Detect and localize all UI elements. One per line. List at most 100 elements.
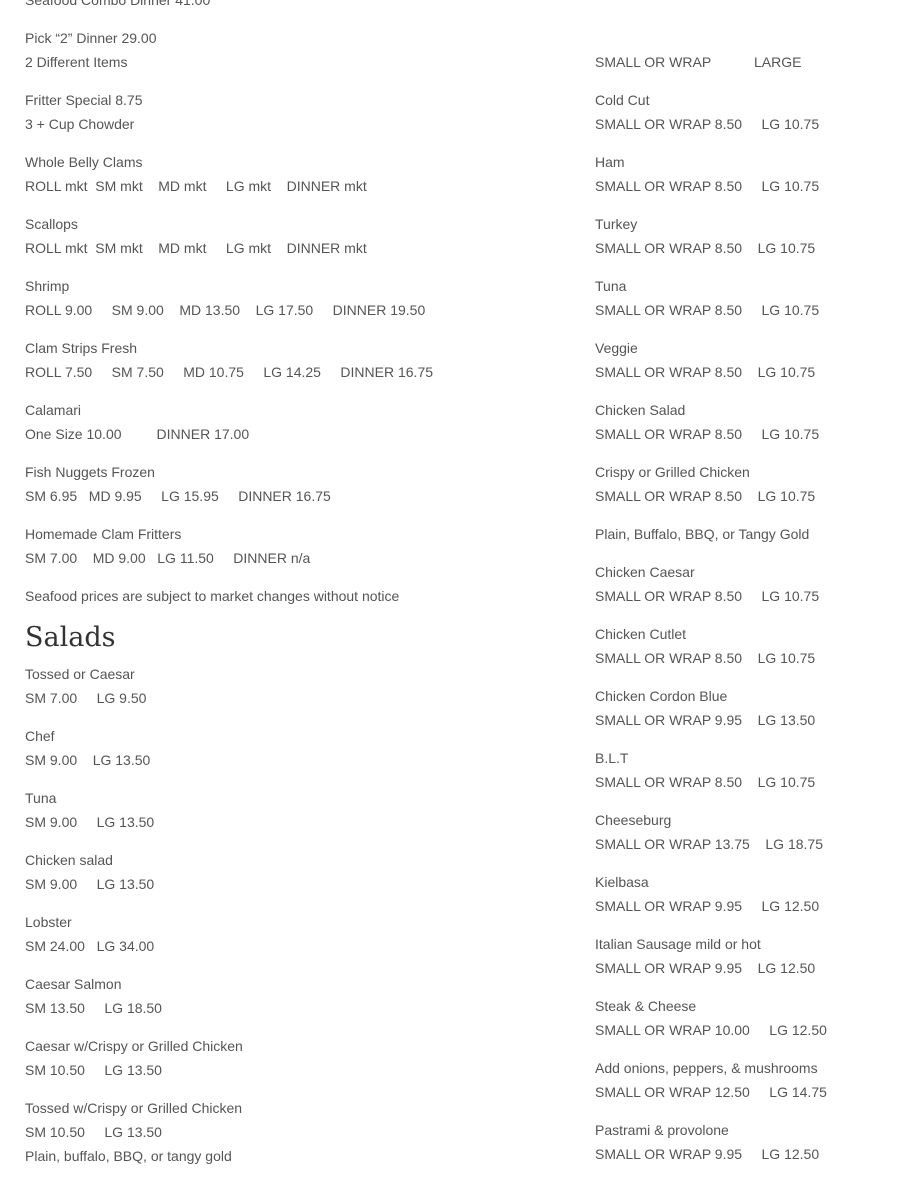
item-detail: ROLL mkt SM mkt MD mkt LG mkt DINNER mkt — [25, 240, 367, 256]
item-detail: SMALL OR WRAP 9.95 LG 12.50 — [595, 898, 820, 914]
menu-item: Homemade Clam Fritters SM 7.00 MD 9.00 LG… — [25, 522, 545, 570]
item-name: Lobster — [25, 914, 72, 930]
menu-item: Seafood Combo Dinner 41.00 — [25, 0, 545, 12]
item-detail: SM 9.00 LG 13.50 — [25, 876, 155, 892]
menu-item: Pick “2” Dinner 29.00 2 Different Items — [25, 26, 545, 74]
menu-item: Chicken salad SM 9.00 LG 13.50 — [25, 848, 545, 896]
menu-item: Tossed or Caesar SM 7.00 LG 9.50 — [25, 662, 545, 710]
item-detail: SM 10.50 LG 13.50 — [25, 1062, 162, 1078]
menu-item: Clam Strips Fresh ROLL 7.50 SM 7.50 MD 10… — [25, 336, 545, 384]
item-name: Pastrami & provolone — [595, 1122, 729, 1138]
item-detail: SMALL OR WRAP 8.50 LG 10.75 — [595, 178, 820, 194]
menu-item: Lobster SM 24.00 LG 34.00 — [25, 910, 545, 958]
menu-item: Calamari One Size 10.00 DINNER 17.00 — [25, 398, 545, 446]
menu-item: Veggie SMALL OR WRAP 8.50 LG 10.75 — [595, 336, 895, 384]
menu-item: Tossed w/Crispy or Grilled Chicken SM 10.… — [25, 1096, 545, 1168]
item-detail: SMALL OR WRAP 9.95 LG 12.50 — [595, 1146, 820, 1162]
menu-item: Crispy or Grilled Chicken SMALL OR WRAP 8… — [595, 460, 895, 508]
menu-item: Steak & Cheese SMALL OR WRAP 10.00 LG 12.… — [595, 994, 895, 1042]
item-name: Pick “2” Dinner 29.00 — [25, 30, 157, 46]
item-name: B.L.T — [595, 750, 629, 766]
item-detail: Plain, buffalo, BBQ, or tangy gold — [25, 1148, 232, 1164]
menu-item: Add onions, peppers, & mushrooms SMALL OR… — [595, 1056, 895, 1104]
item-detail: SM 24.00 LG 34.00 — [25, 938, 155, 954]
item-detail: SM 10.50 LG 13.50 — [25, 1124, 162, 1140]
item-detail: SMALL OR WRAP 8.50 LG 10.75 — [595, 364, 816, 380]
item-name: Clam Strips Fresh — [25, 340, 138, 356]
menu-item: Shrimp ROLL 9.00 SM 9.00 MD 13.50 LG 17.5… — [25, 274, 545, 322]
menu-item: Chef SM 9.00 LG 13.50 — [25, 724, 545, 772]
menu-item: Whole Belly Clams ROLL mkt SM mkt MD mkt … — [25, 150, 545, 198]
menu-item: B.L.T SMALL OR WRAP 8.50 LG 10.75 — [595, 746, 895, 794]
item-name: Seafood Combo Dinner 41.00 — [25, 0, 211, 8]
item-detail: SMALL OR WRAP 8.50 LG 10.75 — [595, 116, 820, 132]
item-name: Chicken Cutlet — [595, 626, 687, 642]
item-name: Add onions, peppers, & mushrooms — [595, 1060, 818, 1076]
item-detail: SM 7.00 MD 9.00 LG 11.50 DINNER n/a — [25, 550, 311, 566]
item-detail: SMALL OR WRAP 8.50 LG 10.75 — [595, 302, 820, 318]
menu-item: Cheeseburg SMALL OR WRAP 13.75 LG 18.75 — [595, 808, 895, 856]
menu-item: Chicken Caesar SMALL OR WRAP 8.50 LG 10.7… — [595, 560, 895, 608]
item-detail: 2 Different Items — [25, 54, 128, 70]
menu-item: Fritter Special 8.75 3 + Cup Chowder — [25, 88, 545, 136]
item-name: Fish Nuggets Frozen — [25, 464, 155, 480]
item-detail: 3 + Cup Chowder — [25, 116, 135, 132]
menu-item: Chicken Cutlet SMALL OR WRAP 8.50 LG 10.7… — [595, 622, 895, 670]
item-name: Chicken Cordon Blue — [595, 688, 728, 704]
item-detail: SMALL OR WRAP 9.95 LG 13.50 — [595, 712, 816, 728]
item-detail: SMALL OR WRAP 8.50 LG 10.75 — [595, 426, 820, 442]
menu-item: Chicken Salad SMALL OR WRAP 8.50 LG 10.75 — [595, 398, 895, 446]
item-detail: SM 13.50 LG 18.50 — [25, 1000, 162, 1016]
menu-item: Plain, Buffalo, BBQ, or Tangy Gold — [595, 522, 895, 546]
menu-item: Chicken Cordon Blue SMALL OR WRAP 9.95 LG… — [595, 684, 895, 732]
item-name: Chicken Salad — [595, 402, 686, 418]
item-name: Caesar Salmon — [25, 976, 122, 992]
size-header: SMALL OR WRAP LARGE — [595, 50, 895, 74]
item-detail: SM 9.00 LG 13.50 — [25, 752, 151, 768]
right-column: SMALL OR WRAP LARGE Cold Cut SMALL OR WRAP… — [595, 50, 895, 1180]
item-detail: SMALL OR WRAP 10.00 LG 12.50 — [595, 1022, 827, 1038]
menu-item: Caesar Salmon SM 13.50 LG 18.50 — [25, 972, 545, 1020]
menu-item: Ham SMALL OR WRAP 8.50 LG 10.75 — [595, 150, 895, 198]
item-name: Italian Sausage mild or hot — [595, 936, 761, 952]
item-detail: SMALL OR WRAP 8.50 LG 10.75 — [595, 240, 816, 256]
note: Seafood prices are subject to market cha… — [25, 588, 400, 604]
item-name: Homemade Clam Fritters — [25, 526, 182, 542]
item-name: Calamari — [25, 402, 82, 418]
item-detail: SM 7.00 LG 9.50 — [25, 690, 147, 706]
menu-item: Pastrami & provolone SMALL OR WRAP 9.95 L… — [595, 1118, 895, 1166]
menu-item: Kielbasa SMALL OR WRAP 9.95 LG 12.50 — [595, 870, 895, 918]
item-name: Cheeseburg — [595, 812, 672, 828]
item-detail: ROLL 9.00 SM 9.00 MD 13.50 LG 17.50 DINN… — [25, 302, 426, 318]
menu-item: Fish Nuggets Frozen SM 6.95 MD 9.95 LG 15… — [25, 460, 545, 508]
size-small: SMALL OR WRAP — [595, 54, 712, 70]
item-detail: SM 6.95 MD 9.95 LG 15.95 DINNER 16.75 — [25, 488, 331, 504]
menu-item: Turkey SMALL OR WRAP 8.50 LG 10.75 — [595, 212, 895, 260]
item-name: Tuna — [595, 278, 627, 294]
item-detail: ROLL 7.50 SM 7.50 MD 10.75 LG 14.25 DINN… — [25, 364, 434, 380]
item-name: Cold Cut — [595, 92, 650, 108]
item-name: Whole Belly Clams — [25, 154, 143, 170]
item-name: Tossed w/Crispy or Grilled Chicken — [25, 1100, 243, 1116]
section-heading: Salads — [25, 622, 116, 653]
item-detail: SMALL OR WRAP 9.95 LG 12.50 — [595, 960, 816, 976]
item-name: Shrimp — [25, 278, 70, 294]
item-name: Chicken salad — [25, 852, 113, 868]
item-name: Caesar w/Crispy or Grilled Chicken — [25, 1038, 243, 1054]
menu-item: Tuna SMALL OR WRAP 8.50 LG 10.75 — [595, 274, 895, 322]
item-name: Chicken Caesar — [595, 564, 695, 580]
item-detail: One Size 10.00 DINNER 17.00 — [25, 426, 250, 442]
left-column: Seafood Combo Dinner 41.00 Pick “2” Dinne… — [25, 0, 545, 1182]
menu-item: Scallops ROLL mkt SM mkt MD mkt LG mkt DI… — [25, 212, 545, 260]
item-detail: SMALL OR WRAP 8.50 LG 10.75 — [595, 774, 816, 790]
item-name: Fritter Special 8.75 — [25, 92, 143, 108]
item-name: Chef — [25, 728, 55, 744]
item-detail: SMALL OR WRAP 8.50 LG 10.75 — [595, 650, 816, 666]
item-name: Turkey — [595, 216, 638, 232]
item-detail: SM 9.00 LG 13.50 — [25, 814, 155, 830]
item-detail: ROLL mkt SM mkt MD mkt LG mkt DINNER mkt — [25, 178, 367, 194]
item-name: Tuna — [25, 790, 57, 806]
menu-item: Cold Cut SMALL OR WRAP 8.50 LG 10.75 — [595, 88, 895, 136]
item-detail: SMALL OR WRAP 8.50 LG 10.75 — [595, 588, 820, 604]
